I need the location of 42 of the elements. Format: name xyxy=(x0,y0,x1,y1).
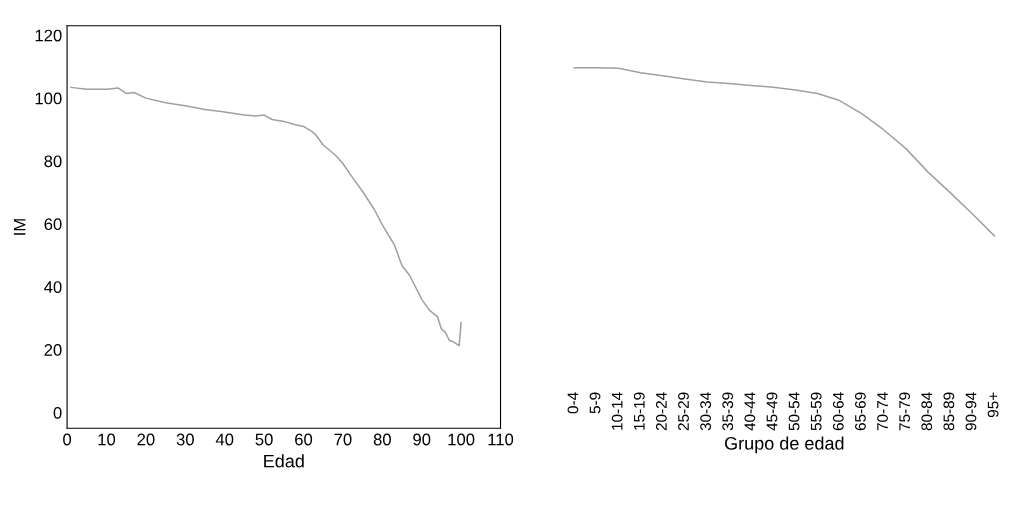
x-tick-label: 70-74 xyxy=(877,392,888,431)
x-tick-label: 15-19 xyxy=(633,392,645,430)
x-tick-label: 75-79 xyxy=(899,392,911,431)
x-tick-label: 0 xyxy=(63,433,72,446)
x-tick-label: 10 xyxy=(98,433,116,446)
x-tick-label: 45-49 xyxy=(766,392,778,431)
x-tick-label: 80 xyxy=(373,433,391,446)
y-axis-title: IM xyxy=(13,219,26,235)
y-tick-label: 80 xyxy=(44,155,62,168)
x-axis-title: Grupo de edad xyxy=(725,436,844,454)
y-tick-label: 120 xyxy=(35,29,62,42)
x-tick-label: 95+ xyxy=(987,392,999,418)
x-tick-label: 70 xyxy=(334,433,352,446)
x-axis-title: Edad xyxy=(264,454,304,468)
x-tick-label: 0-4 xyxy=(567,392,579,414)
y-tick-label: 100 xyxy=(35,92,62,105)
x-tick-label: 100 xyxy=(448,433,475,446)
x-tick-label: 60-64 xyxy=(832,392,844,431)
y-tick-label: 20 xyxy=(44,344,62,356)
line-series xyxy=(70,86,462,347)
y-tick-label: 40 xyxy=(44,281,62,293)
x-tick-label: 90-94 xyxy=(965,392,977,431)
y-tick-label: 60 xyxy=(44,218,62,231)
x-tick-label: 55-59 xyxy=(810,392,822,431)
x-tick-label: 50 xyxy=(255,433,273,446)
x-tick-label: 40 xyxy=(215,433,234,446)
x-tick-label: 30 xyxy=(176,433,194,446)
x-tick-label: 60 xyxy=(295,433,313,446)
x-tick-label: 90 xyxy=(413,433,431,446)
x-tick-label: 25-29 xyxy=(678,392,689,431)
x-tick-label: 35-39 xyxy=(722,392,734,431)
x-tick-label: 80-84 xyxy=(921,392,933,431)
x-tick-label: 65-69 xyxy=(855,392,866,431)
x-tick-label: 10-14 xyxy=(611,392,623,430)
x-tick-label: 20 xyxy=(137,433,155,446)
x-tick-label: 30-34 xyxy=(700,392,712,431)
x-tick-label: 110 xyxy=(488,433,514,446)
x-tick-label: 40-44 xyxy=(744,392,756,431)
x-tick-label: 85-89 xyxy=(943,392,955,431)
x-tick-label: 5-9 xyxy=(589,392,601,414)
x-tick-label: 20-24 xyxy=(655,392,667,431)
x-tick-label: 50-54 xyxy=(788,392,800,431)
